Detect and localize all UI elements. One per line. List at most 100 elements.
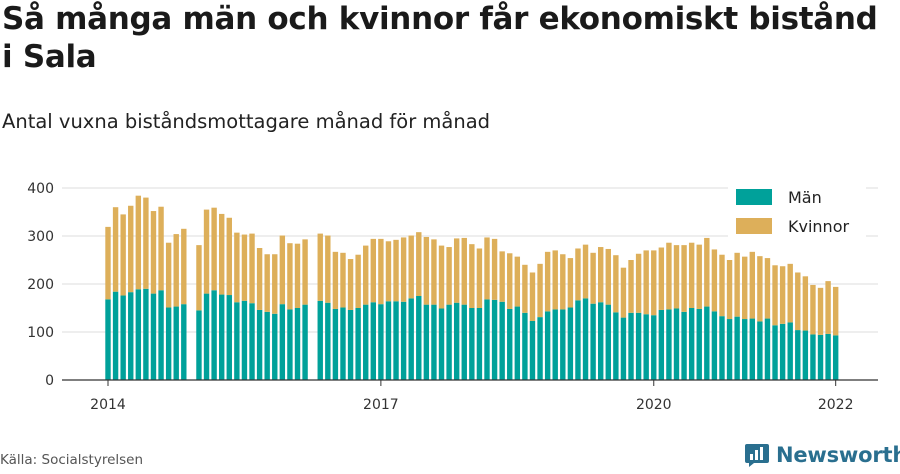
- bar-man: [635, 312, 642, 380]
- bar-kvinnor: [461, 237, 467, 305]
- bar-man: [628, 312, 634, 380]
- chart-subtitle: Antal vuxna biståndsmottagare månad för …: [2, 110, 491, 133]
- bar-man: [742, 319, 748, 380]
- bar-man: [499, 301, 505, 380]
- bar-man: [211, 290, 217, 380]
- legend-label: Kvinnor: [788, 217, 849, 236]
- bar-man: [219, 294, 225, 380]
- bar-kvinnor: [249, 233, 255, 304]
- bar-kvinnor: [681, 245, 687, 312]
- bar-man: [825, 333, 831, 380]
- bar-man: [605, 304, 611, 380]
- bar-kvinnor: [726, 260, 733, 320]
- bar-kvinnor: [704, 237, 710, 307]
- bar-man: [772, 325, 778, 380]
- bar-kvinnor: [529, 272, 536, 321]
- bar-man: [423, 304, 430, 380]
- brand-name: Newsworthy: [776, 443, 900, 467]
- legend-swatch: [736, 189, 772, 205]
- bar-kvinnor: [287, 243, 293, 310]
- bar-man: [529, 320, 536, 380]
- bar-kvinnor: [666, 242, 672, 310]
- bar-kvinnor: [438, 245, 445, 309]
- bar-man: [507, 308, 513, 380]
- bar-kvinnor: [120, 214, 126, 296]
- bar-kvinnor: [105, 226, 111, 300]
- bar-kvinnor: [423, 236, 430, 305]
- newsworthy-logo-icon: [745, 444, 769, 467]
- bar-kvinnor: [408, 235, 414, 299]
- bar-man: [658, 309, 665, 380]
- bar-man: [537, 317, 543, 380]
- bar-kvinnor: [453, 238, 460, 303]
- bar-kvinnor: [575, 248, 581, 301]
- bar-man: [378, 304, 384, 380]
- bar-kvinnor: [802, 276, 809, 331]
- bar-kvinnor: [810, 284, 816, 335]
- bar-man: [143, 288, 149, 380]
- bar-man: [817, 334, 824, 380]
- bar-man: [711, 311, 718, 380]
- bar-kvinnor: [590, 252, 596, 304]
- bar-kvinnor: [787, 263, 793, 323]
- bar-group: [105, 195, 839, 380]
- bar-man: [203, 293, 210, 380]
- axes: 2014 2017 2020 2022: [62, 379, 878, 413]
- bar-man: [446, 304, 452, 380]
- bar-kvinnor: [332, 251, 339, 309]
- bar-kvinnor: [734, 252, 740, 317]
- bar-man: [484, 299, 490, 380]
- bar-man: [787, 322, 793, 380]
- bar-kvinnor: [635, 253, 642, 313]
- bar-man: [317, 300, 323, 380]
- bar-man: [112, 291, 119, 380]
- bar-man: [370, 302, 376, 380]
- bar-man: [704, 306, 710, 380]
- x-tick-label: 2020: [636, 397, 672, 413]
- bar-man: [264, 311, 270, 380]
- bar-man: [120, 295, 126, 380]
- bar-kvinnor: [256, 248, 263, 310]
- bar-man: [226, 295, 232, 380]
- bar-kvinnor: [476, 248, 483, 308]
- bar-kvinnor: [279, 235, 286, 305]
- brand: Newsworthy: [744, 442, 900, 468]
- bar-man: [461, 304, 467, 380]
- bar-man: [673, 308, 680, 380]
- bar-kvinnor: [385, 241, 392, 302]
- y-tick-label: 400: [27, 181, 54, 197]
- bar-man: [544, 311, 551, 380]
- bar-kvinnor: [658, 247, 665, 310]
- bar-kvinnor: [484, 237, 490, 300]
- bar-kvinnor: [772, 265, 778, 326]
- bar-kvinnor: [779, 266, 786, 324]
- source-note: Källa: Socialstyrelsen: [0, 452, 144, 468]
- bar-kvinnor: [688, 242, 695, 308]
- bar-man: [287, 309, 293, 380]
- bar-kvinnor: [400, 237, 407, 302]
- bar-man: [408, 298, 414, 380]
- bar-kvinnor: [143, 197, 149, 289]
- bar-man: [453, 302, 460, 380]
- bar-kvinnor: [325, 235, 331, 303]
- bar-kvinnor: [165, 242, 172, 308]
- chart-title: Så många män och kvinnor får ekonomiskt …: [2, 1, 878, 75]
- bar-man: [681, 311, 687, 380]
- bar-man: [355, 308, 361, 380]
- bar-man: [279, 304, 286, 380]
- bar-kvinnor: [234, 232, 240, 303]
- bar-kvinnor: [431, 239, 437, 305]
- bar-kvinnor: [241, 234, 248, 301]
- bar-kvinnor: [651, 250, 657, 316]
- bar-kvinnor: [628, 260, 634, 313]
- bar-man: [438, 308, 445, 380]
- bar-man: [522, 312, 528, 380]
- bar-man: [582, 298, 589, 380]
- bar-kvinnor: [370, 238, 376, 303]
- x-tick-label: 2022: [818, 397, 854, 413]
- bar-man: [764, 318, 771, 380]
- bar-man: [560, 309, 566, 380]
- bar-kvinnor: [795, 272, 801, 331]
- bar-kvinnor: [211, 207, 217, 291]
- y-tick-label: 200: [27, 277, 54, 293]
